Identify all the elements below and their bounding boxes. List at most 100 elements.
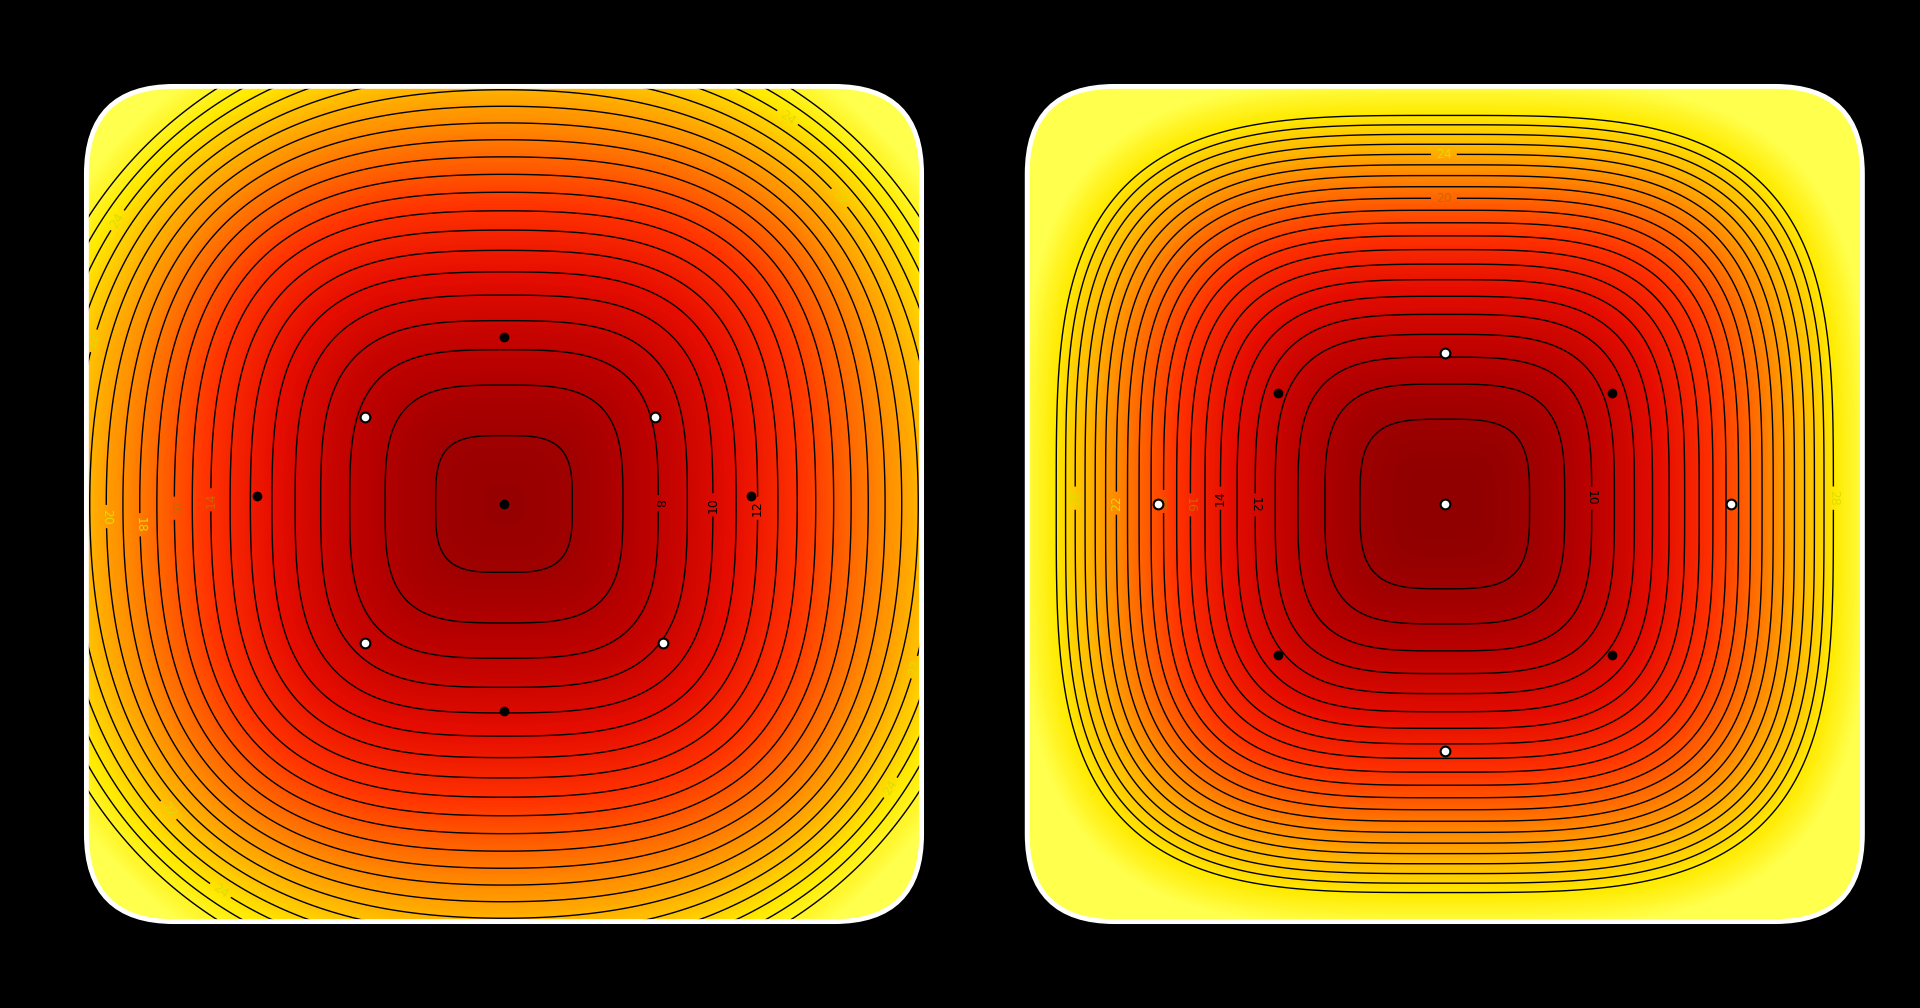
Point: [488, 496, 518, 512]
Point: [488, 496, 518, 512]
Point: [488, 496, 518, 512]
Point: [488, 496, 518, 512]
Point: [488, 496, 518, 512]
Point: [488, 496, 518, 512]
Point: [1428, 496, 1459, 512]
Point: [1428, 496, 1459, 512]
Text: 18: 18: [132, 517, 146, 533]
Point: [488, 496, 518, 512]
Point: [1428, 496, 1459, 512]
Point: [1428, 496, 1459, 512]
Text: 22: 22: [159, 800, 179, 821]
Point: [1428, 496, 1459, 512]
Point: [1428, 496, 1459, 512]
Point: [1428, 496, 1459, 512]
Point: [1428, 496, 1459, 512]
Point: [1428, 496, 1459, 512]
Point: [1428, 496, 1459, 512]
Point: [488, 496, 518, 512]
Point: [488, 496, 518, 512]
Point: [488, 496, 518, 512]
Point: [1428, 496, 1459, 512]
Point: [1428, 496, 1459, 512]
Point: [488, 496, 518, 512]
Point: [488, 496, 518, 512]
Point: [488, 496, 518, 512]
Point: [488, 496, 518, 512]
Point: [1428, 496, 1459, 512]
Text: 24: 24: [881, 777, 900, 797]
Point: [1428, 496, 1459, 512]
Point: [1428, 496, 1459, 512]
Point: [488, 496, 518, 512]
Text: 20: 20: [100, 509, 113, 524]
Point: [1428, 496, 1459, 512]
Point: [488, 496, 518, 512]
Point: [1428, 496, 1459, 512]
Point: [1428, 496, 1459, 512]
Point: [488, 496, 518, 512]
Point: [488, 496, 518, 512]
Point: [488, 496, 518, 512]
Point: [488, 496, 518, 512]
Point: [1428, 496, 1459, 512]
Point: [488, 496, 518, 512]
Point: [1428, 496, 1459, 512]
Point: [488, 496, 518, 512]
Point: [488, 496, 518, 512]
Point: [488, 496, 518, 512]
Point: [1428, 496, 1459, 512]
Point: [488, 496, 518, 512]
Point: [1428, 496, 1459, 512]
Point: [488, 496, 518, 512]
Point: [1428, 496, 1459, 512]
Point: [488, 496, 518, 512]
Point: [488, 496, 518, 512]
Point: [1428, 496, 1459, 512]
Point: [1428, 496, 1459, 512]
Point: [488, 496, 518, 512]
Point: [1428, 496, 1459, 512]
Point: [488, 496, 518, 512]
Point: [1428, 496, 1459, 512]
Point: [488, 496, 518, 512]
Point: [488, 496, 518, 512]
Point: [1428, 496, 1459, 512]
Point: [488, 496, 518, 512]
Point: [1428, 496, 1459, 512]
Text: 14: 14: [204, 492, 217, 508]
Point: [1428, 496, 1459, 512]
Point: [488, 496, 518, 512]
Point: [488, 496, 518, 512]
Point: [488, 496, 518, 512]
Point: [1428, 496, 1459, 512]
Point: [1428, 496, 1459, 512]
Point: [488, 496, 518, 512]
Text: 24: 24: [778, 108, 799, 127]
Point: [488, 496, 518, 512]
Point: [488, 496, 518, 512]
Point: [488, 496, 518, 512]
Point: [1428, 496, 1459, 512]
Point: [488, 496, 518, 512]
Point: [488, 496, 518, 512]
Point: [488, 496, 518, 512]
Point: [488, 496, 518, 512]
Point: [1428, 496, 1459, 512]
Point: [1428, 496, 1459, 512]
Point: [488, 496, 518, 512]
Point: [1428, 496, 1459, 512]
Point: [1428, 496, 1459, 512]
Point: [1428, 496, 1459, 512]
Point: [1428, 496, 1459, 512]
Point: [1428, 496, 1459, 512]
Point: [1428, 496, 1459, 512]
Point: [1428, 496, 1459, 512]
Point: [488, 496, 518, 512]
Point: [1428, 496, 1459, 512]
Point: [1428, 496, 1459, 512]
Point: [1428, 496, 1459, 512]
Point: [1428, 496, 1459, 512]
Point: [488, 496, 518, 512]
Point: [488, 496, 518, 512]
